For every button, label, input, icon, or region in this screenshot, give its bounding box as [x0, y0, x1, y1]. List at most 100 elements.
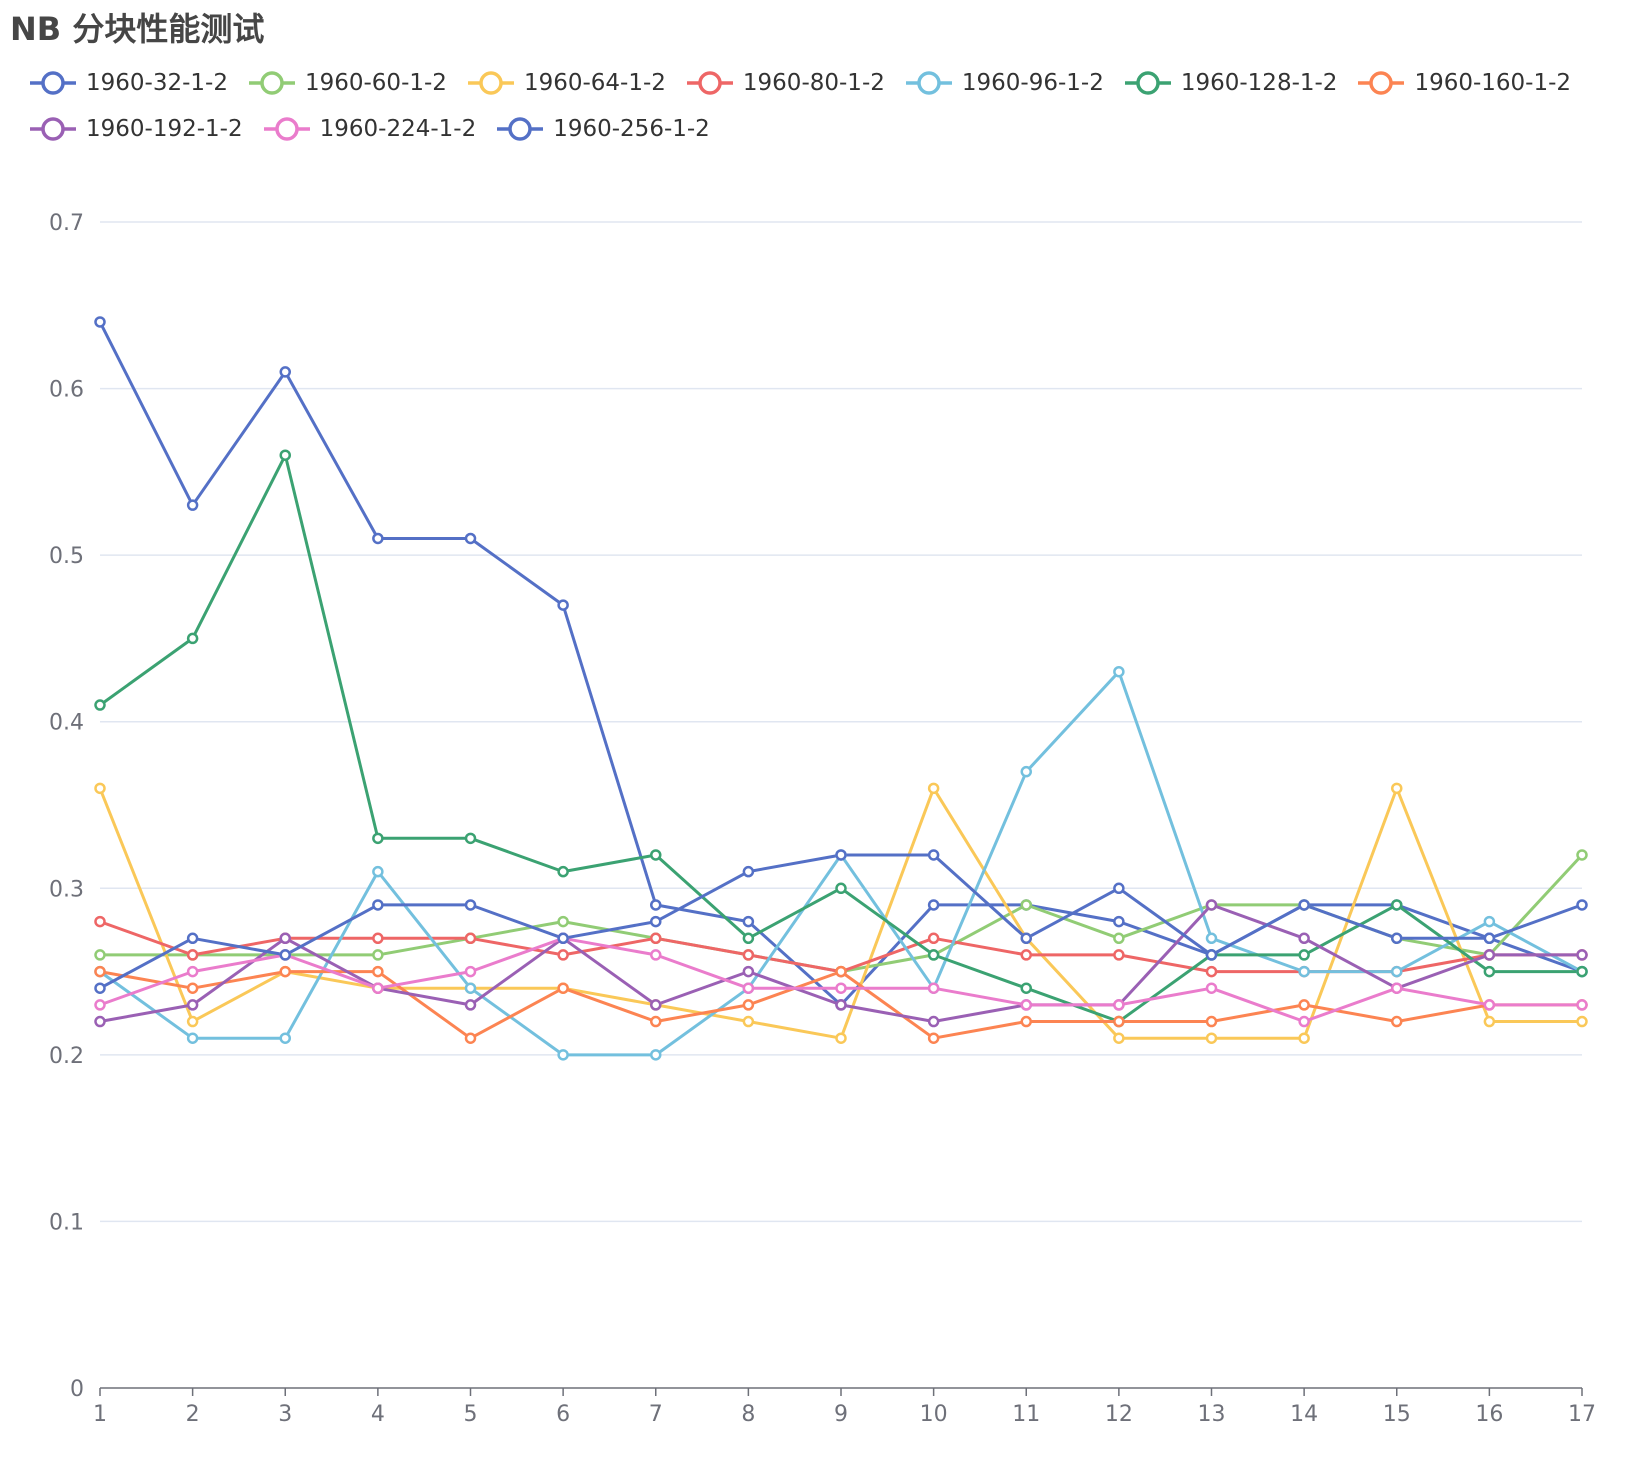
data-point[interactable]: [1205, 982, 1218, 994]
data-point[interactable]: [1020, 1015, 1032, 1028]
data-point[interactable]: [1298, 1032, 1310, 1044]
data-point[interactable]: [650, 1015, 662, 1028]
data-point[interactable]: [1020, 765, 1032, 778]
data-point[interactable]: [557, 865, 569, 878]
data-point[interactable]: [742, 915, 755, 928]
data-point[interactable]: [464, 932, 477, 945]
data-point[interactable]: [464, 532, 477, 545]
data-point[interactable]: [1298, 1015, 1310, 1028]
legend-item[interactable]: 1960-96-1-2: [904, 69, 1104, 97]
data-point[interactable]: [742, 1015, 755, 1028]
data-point[interactable]: [650, 849, 662, 861]
data-point[interactable]: [372, 965, 384, 978]
data-point[interactable]: [94, 699, 106, 711]
data-point[interactable]: [372, 982, 384, 994]
data-point[interactable]: [1483, 965, 1496, 978]
data-point[interactable]: [1391, 965, 1403, 978]
data-point[interactable]: [464, 965, 477, 978]
data-point[interactable]: [557, 949, 569, 961]
data-point[interactable]: [94, 316, 106, 328]
data-point[interactable]: [835, 982, 847, 994]
data-point[interactable]: [650, 899, 662, 911]
legend-item[interactable]: 1960-60-1-2: [247, 69, 447, 97]
legend-item[interactable]: 1960-32-1-2: [28, 69, 228, 97]
data-point[interactable]: [1576, 1015, 1588, 1028]
data-point[interactable]: [186, 949, 199, 961]
data-point[interactable]: [1576, 849, 1588, 861]
data-point[interactable]: [279, 949, 291, 961]
data-point[interactable]: [94, 999, 106, 1011]
data-point[interactable]: [835, 999, 847, 1011]
data-point[interactable]: [557, 932, 569, 945]
data-point[interactable]: [279, 366, 291, 378]
data-point[interactable]: [1113, 915, 1125, 928]
data-point[interactable]: [1020, 932, 1032, 945]
data-point[interactable]: [186, 499, 199, 511]
data-point[interactable]: [94, 965, 106, 978]
data-point[interactable]: [186, 932, 199, 945]
data-point[interactable]: [186, 999, 199, 1011]
data-point[interactable]: [927, 949, 940, 961]
data-point[interactable]: [1113, 949, 1125, 961]
data-point[interactable]: [1205, 965, 1218, 978]
data-point[interactable]: [742, 865, 755, 878]
legend-item[interactable]: 1960-192-1-2: [28, 115, 243, 143]
data-point[interactable]: [650, 999, 662, 1011]
data-point[interactable]: [1576, 949, 1588, 961]
data-point[interactable]: [94, 982, 106, 994]
data-point[interactable]: [835, 1032, 847, 1044]
data-point[interactable]: [1576, 999, 1588, 1011]
data-point[interactable]: [927, 982, 940, 994]
legend-item[interactable]: 1960-224-1-2: [262, 115, 476, 143]
data-point[interactable]: [186, 965, 199, 978]
data-point[interactable]: [94, 1015, 106, 1028]
data-point[interactable]: [927, 782, 940, 795]
data-point[interactable]: [186, 1015, 199, 1028]
data-point[interactable]: [1391, 982, 1403, 994]
data-point[interactable]: [1483, 1015, 1496, 1028]
data-point[interactable]: [94, 949, 106, 961]
data-point[interactable]: [1298, 965, 1310, 978]
data-point[interactable]: [835, 882, 847, 895]
data-point[interactable]: [1205, 1032, 1218, 1044]
data-point[interactable]: [1113, 999, 1125, 1011]
data-point[interactable]: [557, 982, 569, 994]
data-point[interactable]: [1483, 932, 1496, 945]
data-point[interactable]: [742, 932, 755, 945]
data-point[interactable]: [1298, 899, 1310, 911]
data-point[interactable]: [1483, 949, 1496, 961]
data-point[interactable]: [835, 849, 847, 861]
data-point[interactable]: [464, 1032, 477, 1044]
data-point[interactable]: [279, 1032, 291, 1044]
data-point[interactable]: [1205, 949, 1218, 961]
legend-item[interactable]: 1960-128-1-2: [1123, 69, 1337, 97]
data-point[interactable]: [1576, 965, 1588, 978]
data-point[interactable]: [650, 949, 662, 961]
legend-item[interactable]: 1960-64-1-2: [466, 69, 666, 97]
data-point[interactable]: [186, 632, 199, 645]
data-point[interactable]: [557, 1049, 569, 1061]
data-point[interactable]: [742, 982, 755, 994]
data-point[interactable]: [1483, 999, 1496, 1011]
data-point[interactable]: [186, 982, 199, 994]
data-point[interactable]: [372, 932, 384, 945]
legend-item[interactable]: 1960-80-1-2: [685, 69, 885, 97]
data-point[interactable]: [650, 1049, 662, 1061]
data-point[interactable]: [464, 899, 477, 911]
data-point[interactable]: [835, 965, 847, 978]
data-point[interactable]: [464, 832, 477, 845]
data-point[interactable]: [557, 599, 569, 611]
data-point[interactable]: [1391, 899, 1403, 911]
data-point[interactable]: [1020, 999, 1032, 1011]
data-point[interactable]: [742, 999, 755, 1011]
data-point[interactable]: [186, 1032, 199, 1044]
data-point[interactable]: [464, 982, 477, 994]
data-point[interactable]: [927, 899, 940, 911]
data-point[interactable]: [279, 449, 291, 461]
data-point[interactable]: [1391, 782, 1403, 795]
data-point[interactable]: [94, 782, 106, 795]
data-point[interactable]: [464, 999, 477, 1011]
data-point[interactable]: [1020, 899, 1032, 911]
data-point[interactable]: [279, 932, 291, 945]
data-point[interactable]: [279, 965, 291, 978]
